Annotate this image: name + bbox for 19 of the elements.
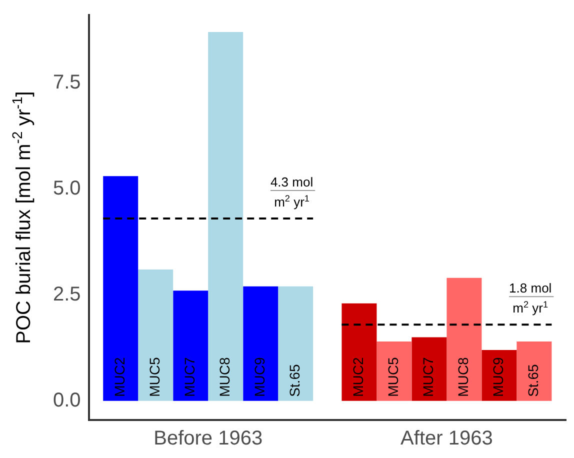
series-label: MUC9 bbox=[251, 357, 268, 397]
series-label: MUC8 bbox=[216, 357, 232, 397]
series-label: MUC5 bbox=[146, 357, 162, 397]
y-tick-label: 7.5 bbox=[52, 71, 81, 94]
series-label: MUC2 bbox=[111, 357, 128, 397]
text: St.65 bbox=[525, 364, 542, 397]
series-label: St.65 bbox=[286, 364, 302, 397]
text: MUC5 bbox=[385, 357, 402, 397]
text: MUC2 bbox=[350, 357, 366, 397]
y-tick-label: 5.0 bbox=[52, 177, 81, 200]
text: MUC8 bbox=[455, 357, 472, 397]
text: MUC7 bbox=[420, 357, 436, 397]
y-tick-label: 0.0 bbox=[52, 389, 81, 412]
series-label: MUC7 bbox=[181, 357, 198, 397]
text: MUC9 bbox=[490, 357, 506, 397]
x-tick-label: Before 1963 bbox=[154, 428, 263, 450]
y-axis-title: POC burial flux [mol m-2 yr-1] bbox=[9, 91, 35, 344]
y-tick-label: 2.5 bbox=[52, 283, 81, 306]
x-tick-label: After 1963 bbox=[400, 428, 493, 450]
